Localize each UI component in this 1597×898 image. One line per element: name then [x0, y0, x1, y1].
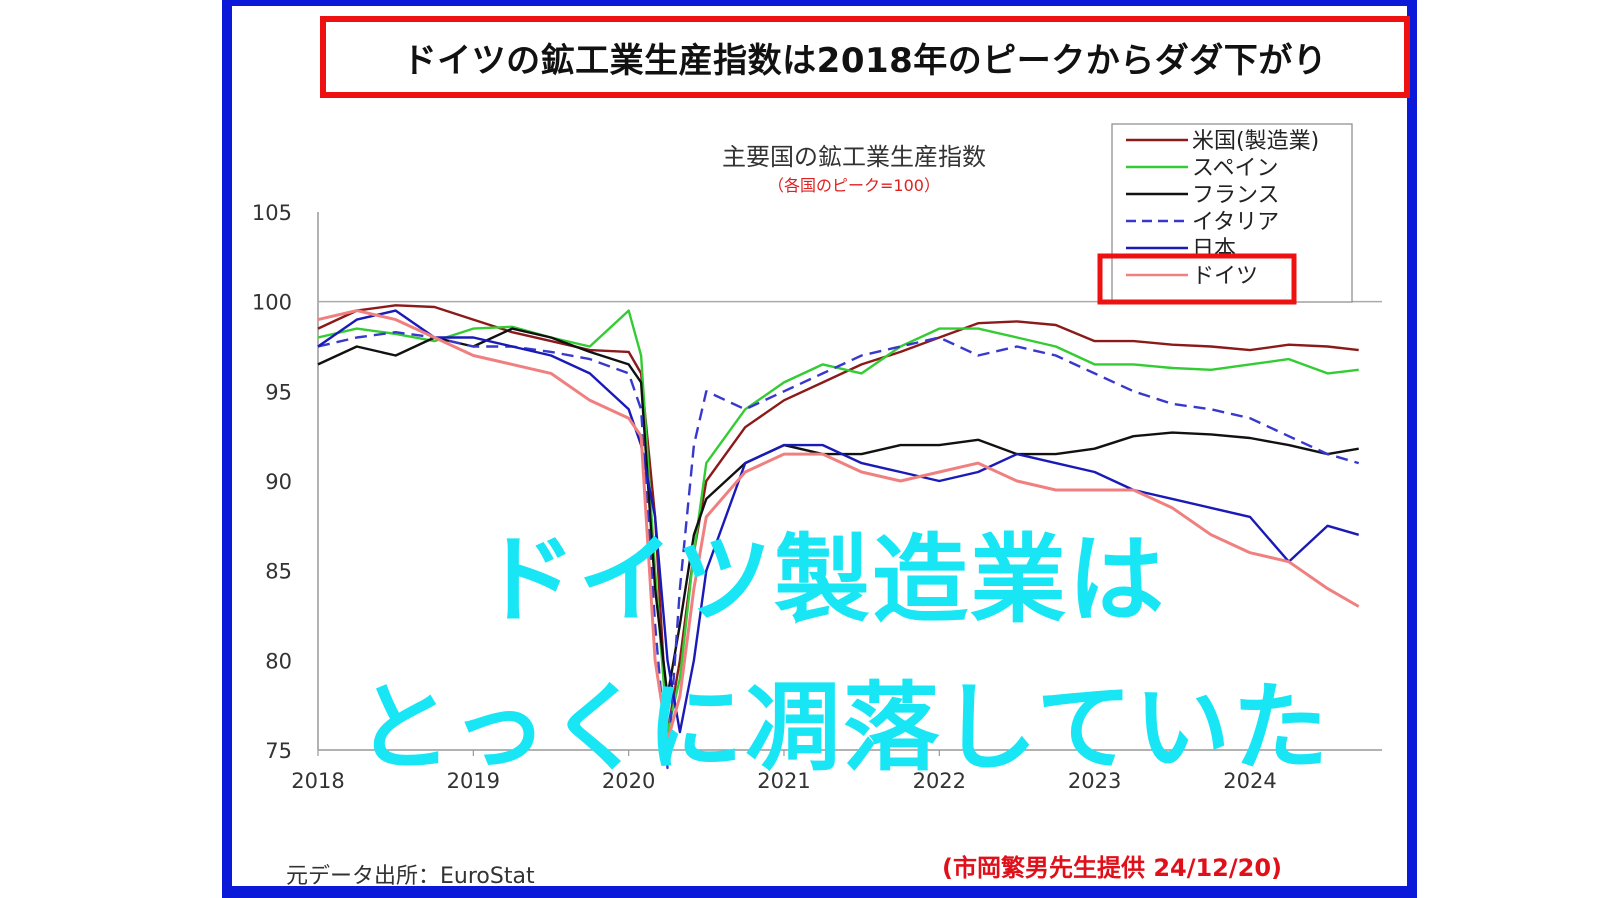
x-tick-label: 2022: [913, 769, 966, 793]
x-tick-label: 2019: [447, 769, 500, 793]
y-tick-label: 90: [265, 470, 292, 494]
headline-box: ドイツの鉱工業生産指数は2018年のピークからダダ下がり: [320, 16, 1410, 98]
y-tick-label: 75: [265, 739, 292, 763]
y-tick-label: 105: [252, 201, 292, 225]
legend-box: [1111, 123, 1353, 303]
y-tick-label: 100: [252, 291, 292, 315]
series-line-0: [317, 304, 1359, 734]
x-tick-label: 2021: [757, 769, 810, 793]
series-line-1: [317, 309, 1359, 734]
series-line-3: [317, 330, 1360, 770]
y-tick-label: 85: [265, 560, 292, 584]
legend-label: フランス: [1192, 183, 1280, 208]
legend-highlight-box: [1097, 253, 1297, 305]
series-line-5: [317, 309, 1360, 743]
y-tick-label: 95: [265, 380, 292, 404]
overlay-line-1: ドイツ製造業は: [480, 524, 1166, 636]
x-tick-label: 2020: [602, 769, 655, 793]
x-tick-label: 2024: [1223, 769, 1276, 793]
legend-label: 米国(製造業): [1192, 129, 1319, 154]
overlay-line-2: とっくに凋落していた: [356, 672, 1331, 784]
line-chart: 105 100 95 90 85 80 75 2018 2019 2020 2021 2022 2023…: [252, 123, 1382, 793]
series-line-4: [317, 309, 1360, 734]
chart-subtitle: （各国のピーク=100）: [768, 176, 940, 195]
chart-axes: 105 100 95 90 85 80 75 2018 2019 2020 2021 2022 2023…: [252, 201, 1382, 793]
series-line-2: [317, 327, 1359, 698]
x-tick-label: 2023: [1068, 769, 1121, 793]
legend-label: スペイン: [1192, 156, 1278, 181]
chart-plot-area: [317, 304, 1360, 770]
chart-title: 主要国の鉱工業生産指数: [722, 143, 986, 171]
source-note: 元データ出所：EuroStat: [286, 864, 535, 889]
legend-label: イタリア: [1192, 210, 1279, 235]
y-tick-label: 80: [265, 649, 292, 673]
x-tick-label: 2018: [291, 769, 344, 793]
headline-text: ドイツの鉱工業生産指数は2018年のピークからダダ下がり: [402, 40, 1328, 81]
credit-note: (市岡繁男先生提供 24/12/20): [942, 854, 1283, 882]
legend-label: ドイツ: [1192, 264, 1258, 289]
